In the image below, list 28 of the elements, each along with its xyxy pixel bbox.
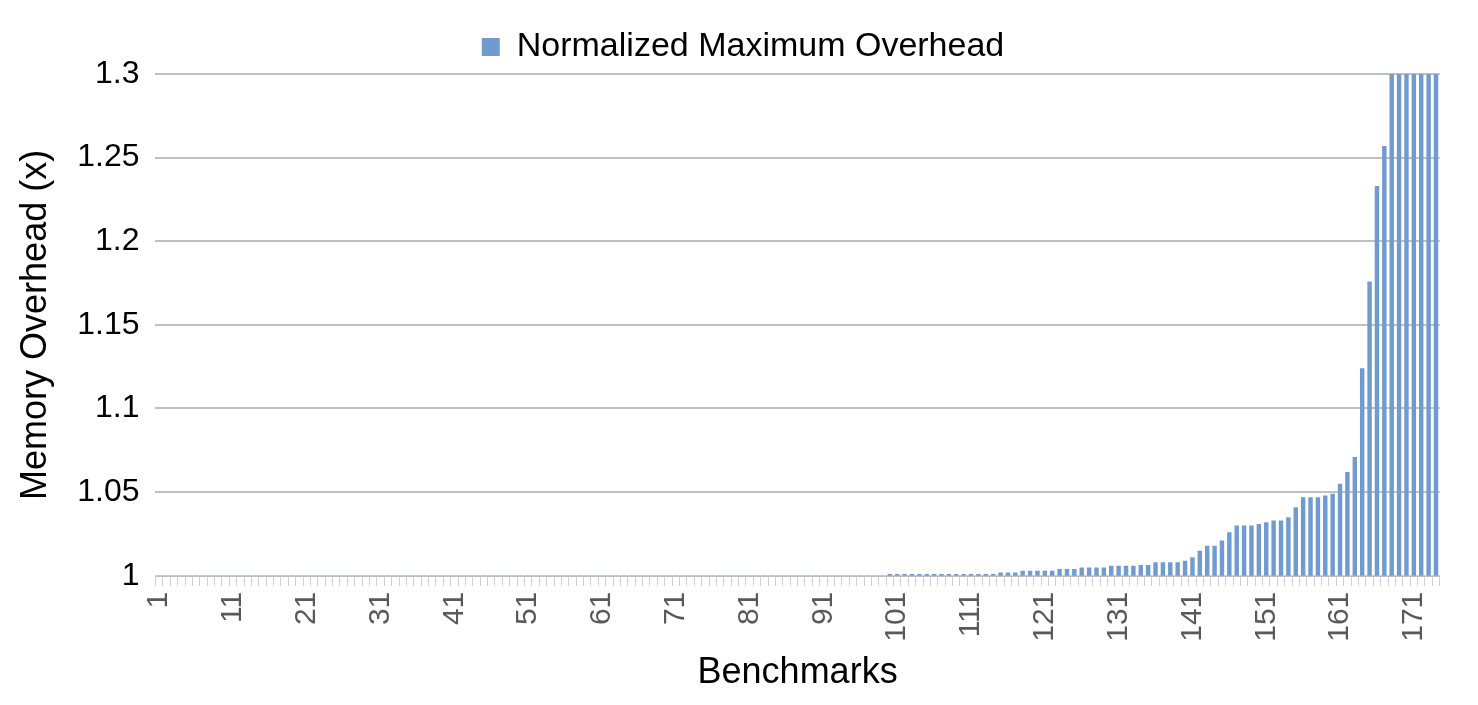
x-tick-label: 21 bbox=[288, 591, 322, 626]
x-tick-label: 171 bbox=[1395, 591, 1429, 642]
y-axis-title: Memory Overhead (x) bbox=[12, 149, 54, 500]
x-tick-label: 41 bbox=[435, 591, 469, 626]
x-tick-label: 151 bbox=[1247, 591, 1281, 642]
x-tick-label: 51 bbox=[509, 591, 543, 626]
x-tick-label: 161 bbox=[1321, 591, 1355, 642]
x-tick-label: 1 bbox=[140, 591, 174, 609]
x-tick-label: 101 bbox=[878, 591, 912, 642]
x-tick-label: 71 bbox=[657, 591, 691, 626]
y-tick-label: 1.15 bbox=[77, 304, 140, 341]
y-tick-label: 1.25 bbox=[77, 137, 140, 174]
x-tick-label: 31 bbox=[361, 591, 395, 626]
x-tick-label: 11 bbox=[214, 591, 248, 623]
y-tick-label: 1.3 bbox=[95, 53, 140, 90]
x-tick-label: 121 bbox=[1026, 591, 1060, 642]
x-axis-title: Benchmarks bbox=[697, 650, 898, 692]
y-tick-label: 1.1 bbox=[95, 388, 140, 425]
x-tick-label: 61 bbox=[583, 591, 617, 626]
legend-label: Normalized Maximum Overhead bbox=[516, 25, 1005, 64]
y-tick-label: 1.05 bbox=[77, 471, 140, 508]
x-tick-label: 91 bbox=[804, 591, 838, 626]
x-tick-label: 111 bbox=[952, 591, 986, 638]
x-tick-label: 131 bbox=[1099, 591, 1133, 642]
y-tick-label: 1 bbox=[121, 555, 140, 592]
x-tick-label: 141 bbox=[1173, 591, 1207, 642]
x-tick-label: 81 bbox=[730, 591, 764, 626]
y-tick-label: 1.2 bbox=[95, 221, 140, 258]
